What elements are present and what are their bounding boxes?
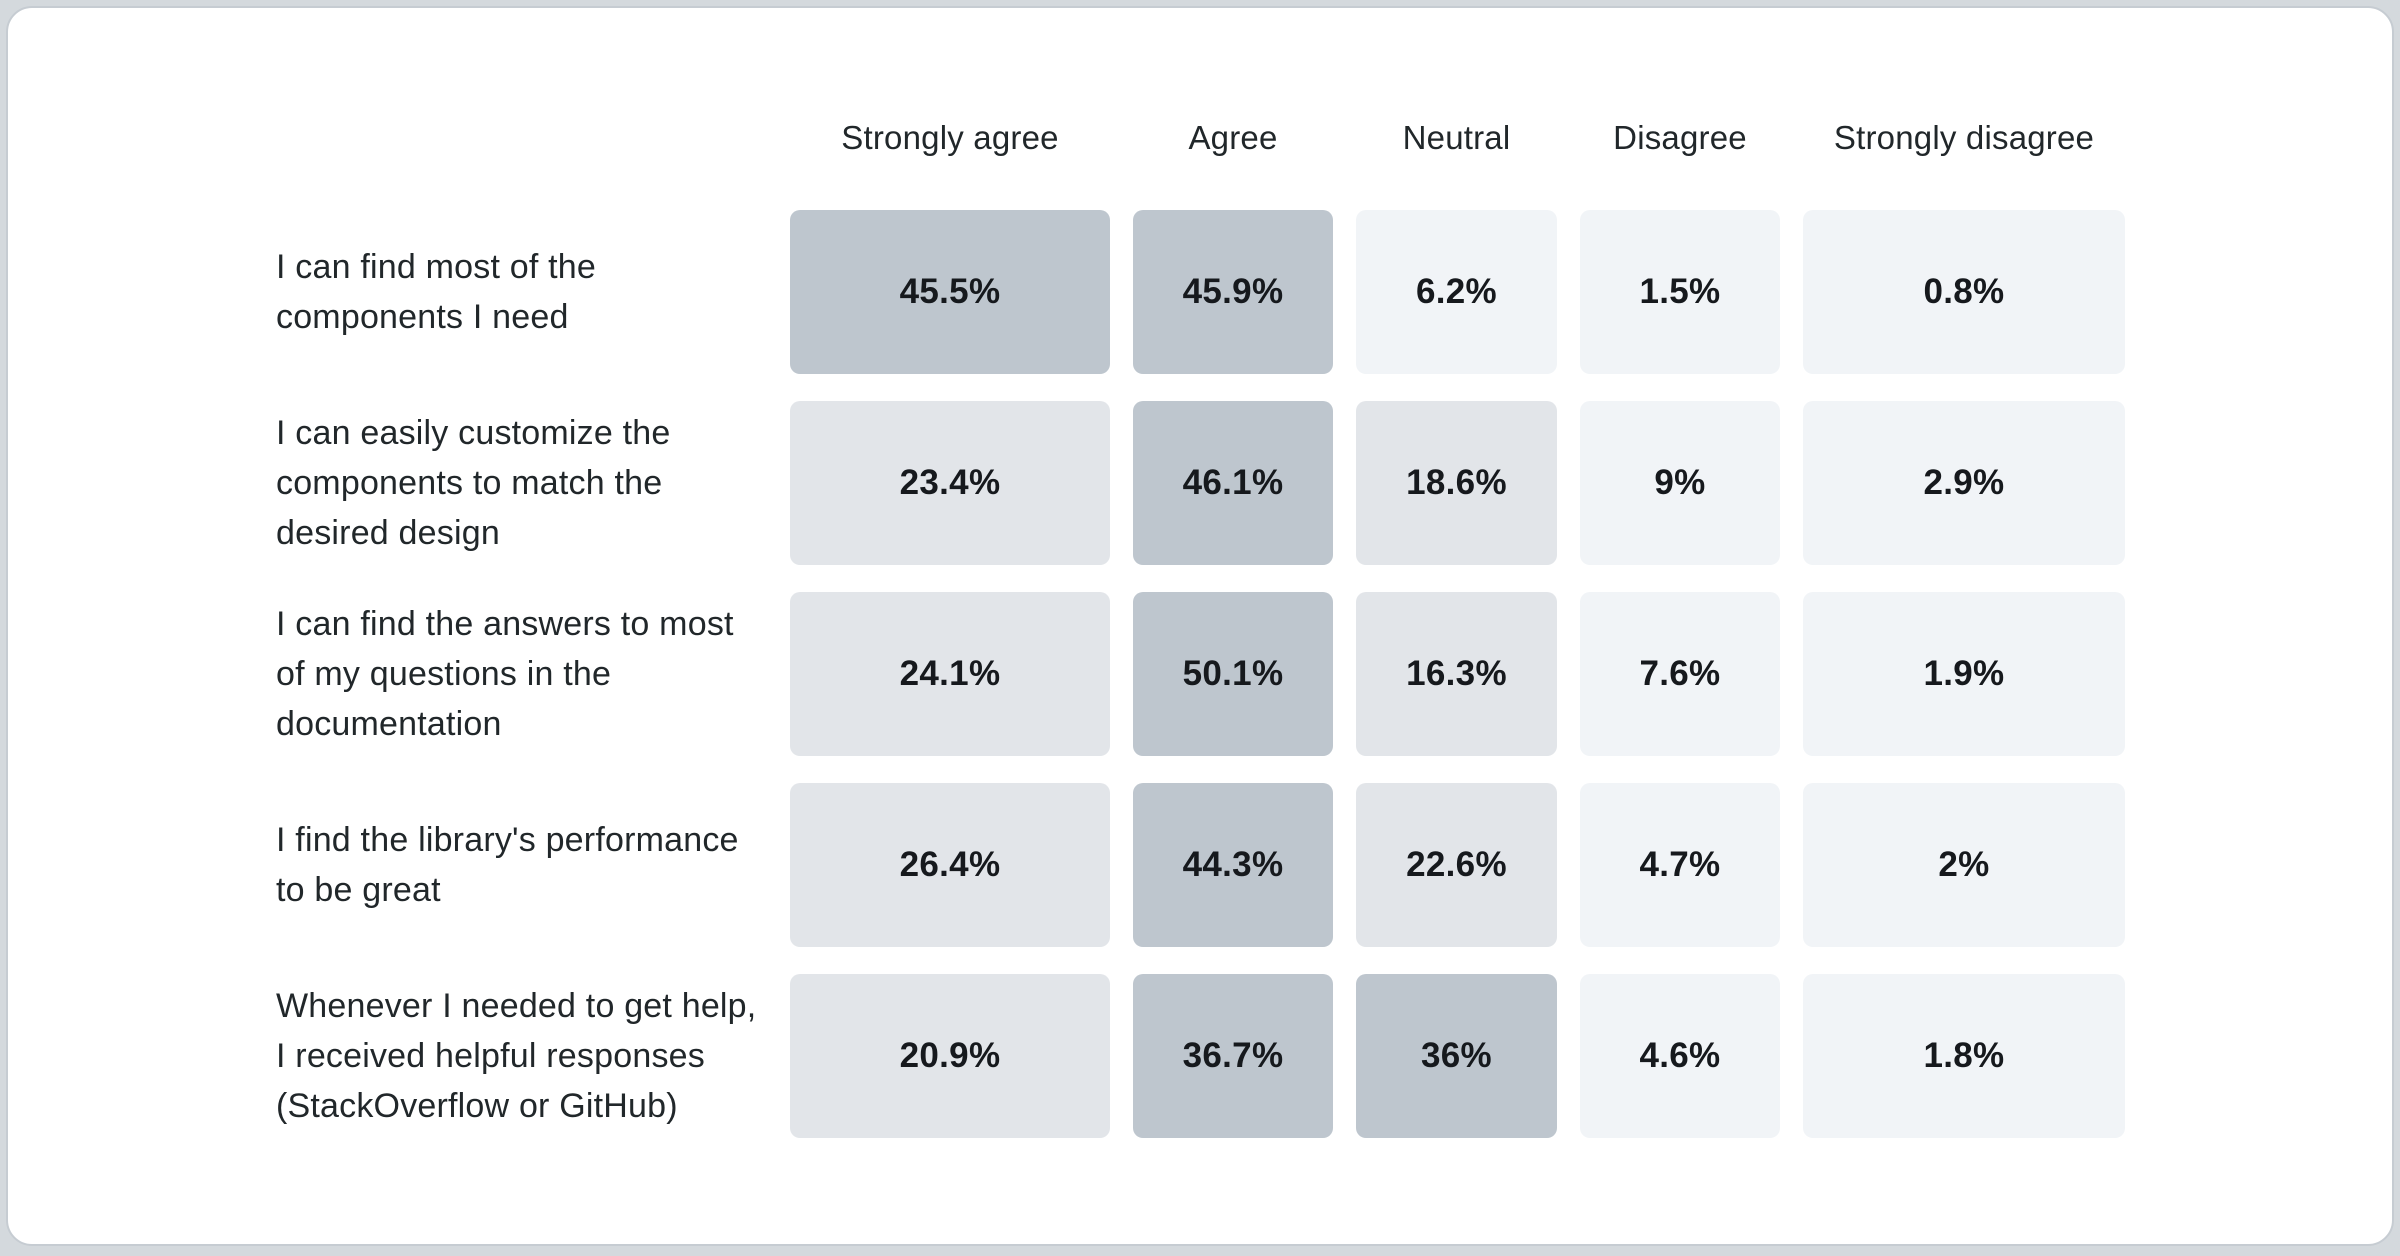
column-header-neutral: Neutral [1402, 119, 1511, 156]
row-label: I find the library's performance to be g… [276, 821, 739, 909]
heatmap-cell: 1.8% [1803, 974, 2125, 1138]
heatmap-cell: 7.6% [1580, 592, 1780, 756]
heatmap-cell: 0.8% [1803, 210, 2125, 374]
table-corner-spacer [276, 112, 767, 183]
heatmap-cell: 22.6% [1356, 783, 1557, 947]
heatmap-cell: 18.6% [1356, 401, 1557, 565]
column-header-strongly-agree: Strongly agree [841, 119, 1059, 156]
heatmap-cell: 20.9% [790, 974, 1110, 1138]
column-header-disagree: Disagree [1613, 119, 1747, 156]
heatmap-cell: 45.9% [1133, 210, 1333, 374]
heatmap-cell: 16.3% [1356, 592, 1557, 756]
heatmap-cell: 36.7% [1133, 974, 1333, 1138]
heatmap-cell: 36% [1356, 974, 1557, 1138]
heatmap-cell: 9% [1580, 401, 1780, 565]
row-label: I can easily customize the components to… [276, 414, 671, 552]
column-header-strongly-disagree: Strongly disagree [1833, 119, 2095, 156]
heatmap-cell: 2% [1803, 783, 2125, 947]
column-header-agree: Agree [1188, 119, 1278, 156]
heatmap-cell: 1.5% [1580, 210, 1780, 374]
survey-results-card: Strongly agree Agree Neutral Disagree Strong… [6, 6, 2394, 1246]
heatmap-cell: 4.6% [1580, 974, 1780, 1138]
heatmap-cell: 4.7% [1580, 783, 1780, 947]
heatmap-cell: 44.3% [1133, 783, 1333, 947]
heatmap-cell: 1.9% [1803, 592, 2125, 756]
row-label: I can find the answers to most of my que… [276, 605, 734, 743]
heatmap-cell: 45.5% [790, 210, 1110, 374]
heatmap-cell: 24.1% [790, 592, 1110, 756]
row-label: I can find most of the components I need [276, 248, 597, 336]
heatmap-cell: 23.4% [790, 401, 1110, 565]
heatmap-cell: 2.9% [1803, 401, 2125, 565]
row-label: Whenever I needed to get help, I receive… [276, 987, 757, 1125]
likert-heatmap-table: Strongly agree Agree Neutral Disagree Strong… [276, 112, 2125, 1138]
heatmap-cell: 46.1% [1133, 401, 1333, 565]
heatmap-cell: 50.1% [1133, 592, 1333, 756]
heatmap-cell: 6.2% [1356, 210, 1557, 374]
heatmap-cell: 26.4% [790, 783, 1110, 947]
